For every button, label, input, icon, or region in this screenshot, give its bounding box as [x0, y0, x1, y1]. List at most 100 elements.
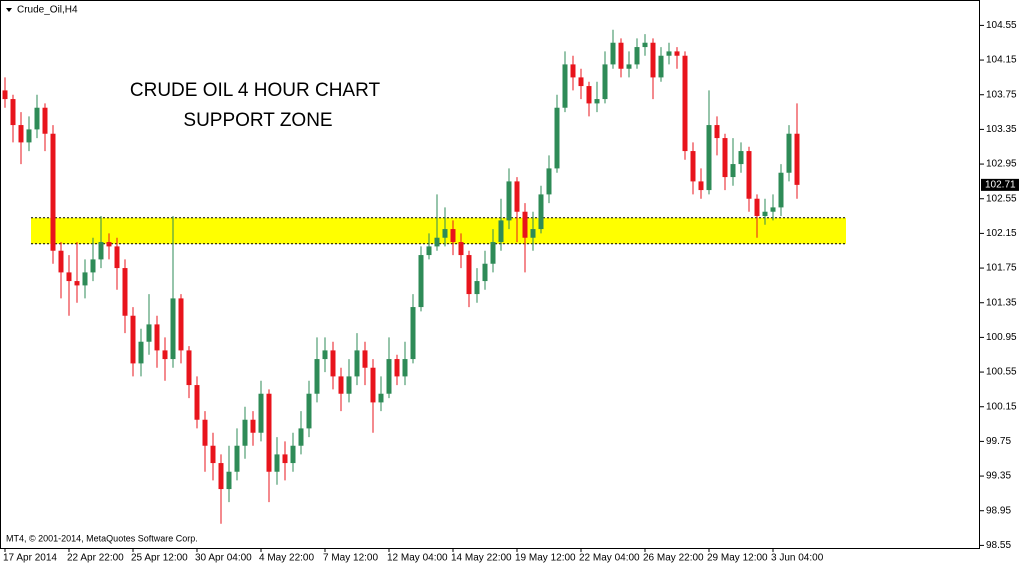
candle-body: [154, 324, 160, 351]
candle-body: [10, 99, 16, 126]
candle-body: [170, 298, 176, 360]
candle-body: [642, 42, 648, 48]
candle-body: [306, 393, 312, 429]
candle-body: [754, 198, 760, 217]
x-tick-label: 12 May 04:00: [387, 553, 448, 564]
menu-arrow: [6, 8, 12, 12]
candle-body: [762, 211, 768, 217]
candle-body: [586, 86, 592, 104]
x-tick-label: 19 May 12:00: [515, 553, 576, 564]
y-tick-label: 100.55: [986, 367, 1017, 378]
candle-body: [146, 324, 152, 342]
candle-body: [66, 272, 72, 282]
candle-body: [226, 471, 232, 490]
candle-body: [506, 181, 512, 221]
candle-body: [234, 445, 240, 472]
candle-body: [450, 229, 456, 243]
candle-body: [794, 133, 800, 185]
candle-body: [738, 151, 744, 165]
candle-body: [330, 350, 336, 377]
y-tick-label: 104.55: [986, 20, 1017, 31]
x-tick-label: 3 Jun 04:00: [771, 553, 824, 564]
candle-body: [778, 172, 784, 208]
candle-body: [690, 151, 696, 182]
candle-body: [250, 419, 256, 433]
y-tick-label: 100.95: [986, 332, 1017, 343]
candle-body: [746, 151, 752, 199]
candle-body: [570, 64, 576, 78]
candle-body: [602, 64, 608, 100]
candle-body: [242, 419, 248, 446]
candle-body: [202, 419, 208, 446]
candle-body: [394, 359, 400, 377]
candle-body: [178, 298, 184, 351]
candle-body: [458, 242, 464, 256]
last-price-label: 102.71: [985, 180, 1016, 191]
candle-body: [482, 263, 488, 282]
x-tick-label: 17 Apr 2014: [3, 553, 57, 564]
candle-body: [770, 207, 776, 212]
candle-body: [386, 359, 392, 394]
y-tick-label: 102.15: [986, 228, 1017, 239]
candle-body: [378, 393, 384, 403]
candle-body: [410, 307, 416, 360]
last-price-box: [981, 178, 1019, 191]
candle-body: [114, 246, 120, 269]
candle-body: [194, 385, 200, 420]
x-tick-label: 30 Apr 04:00: [195, 553, 252, 564]
candle-body: [546, 168, 552, 195]
candle-body: [122, 268, 128, 316]
candle-body: [82, 272, 88, 286]
y-tick-label: 102.55: [986, 193, 1017, 204]
candle-body: [538, 194, 544, 230]
candle-body: [354, 350, 360, 377]
candle-body: [658, 55, 664, 78]
candle-body: [370, 367, 376, 403]
candle-body: [666, 51, 672, 56]
candle-body: [298, 428, 304, 446]
candle-body: [442, 229, 448, 238]
candle-body: [26, 129, 32, 143]
symbol-label: Crude_Oil,H4: [17, 5, 78, 16]
candle-body: [626, 64, 632, 69]
candle-body: [290, 445, 296, 464]
candle-body: [50, 133, 56, 251]
candle-body: [274, 454, 280, 472]
candle-body: [90, 259, 96, 273]
candle-body: [498, 220, 504, 243]
x-tick-label: 14 May 22:00: [451, 553, 512, 564]
y-tick-label: 99.75: [986, 436, 1011, 447]
y-tick-label: 104.15: [986, 55, 1017, 66]
candle-body: [58, 250, 64, 273]
candle-body: [634, 47, 640, 65]
candle-body: [618, 42, 624, 69]
copyright: MT4, © 2001-2014, MetaQuotes Software Co…: [6, 533, 198, 543]
y-tick-label: 100.15: [986, 401, 1017, 412]
candle-body: [730, 164, 736, 178]
plot-frame: [0, 0, 980, 549]
y-tick-label: 102.95: [986, 159, 1017, 170]
y-tick-label: 98.95: [986, 505, 1011, 516]
y-tick-label: 103.35: [986, 124, 1017, 135]
chart-subtitle: SUPPORT ZONE: [183, 110, 332, 131]
candle-body: [2, 90, 8, 100]
candle-body: [74, 281, 80, 286]
candle-body: [522, 211, 528, 238]
candle-body: [594, 99, 600, 104]
candle-body: [42, 107, 48, 134]
x-tick-label: 7 May 12:00: [323, 553, 378, 564]
candle-body: [426, 246, 432, 256]
candle-body: [266, 393, 272, 472]
y-tick-label: 103.75: [986, 89, 1017, 100]
y-tick-label: 99.35: [986, 471, 1011, 482]
candle-body: [282, 454, 288, 464]
x-tick-label: 4 May 22:00: [259, 553, 314, 564]
y-tick-label: 101.75: [986, 263, 1017, 274]
candle-body: [562, 64, 568, 108]
x-tick-label: 22 May 04:00: [579, 553, 640, 564]
candle-body: [338, 376, 344, 394]
candle-body: [162, 350, 168, 360]
candle-body: [138, 341, 144, 364]
